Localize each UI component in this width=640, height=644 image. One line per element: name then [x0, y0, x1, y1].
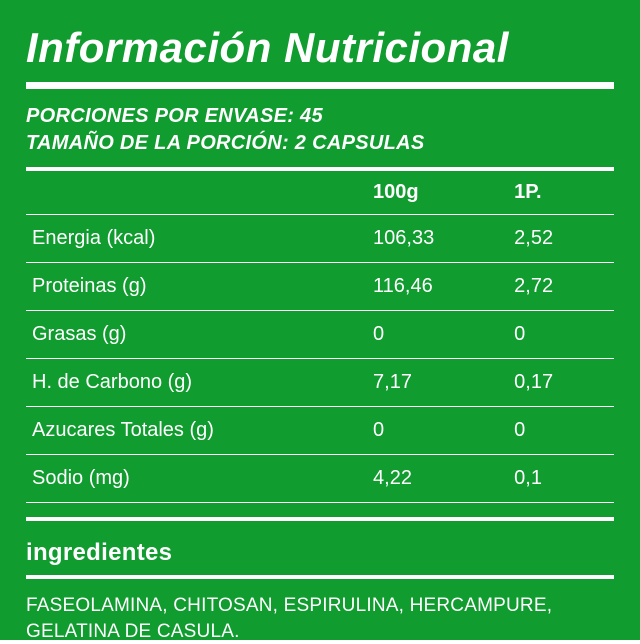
- col-100g-header: 100g: [367, 171, 508, 215]
- nutrient-1p: 0,17: [508, 359, 614, 407]
- nutrient-1p: 0,1: [508, 455, 614, 503]
- ingredients-heading: ingredientes: [26, 539, 614, 567]
- col-name-header: [26, 171, 367, 215]
- ingredients-text: FASEOLAMINA, CHITOSAN, ESPIRULINA, HERCA…: [26, 593, 614, 644]
- serving-line: PORCIONES POR ENVASE: 45: [26, 103, 614, 130]
- nutrient-name: H. de Carbono (g): [26, 359, 367, 407]
- nutrient-100g: 7,17: [367, 359, 508, 407]
- table-row: Grasas (g) 0 0: [26, 311, 614, 359]
- nutrient-100g: 116,46: [367, 263, 508, 311]
- nutrient-name: Azucares Totales (g): [26, 407, 367, 455]
- table-row: H. de Carbono (g) 7,17 0,17: [26, 359, 614, 407]
- ingredients-rule-top: [26, 517, 614, 521]
- nutrient-name: Sodio (mg): [26, 455, 367, 503]
- nutrition-panel: Información Nutricional PORCIONES POR EN…: [0, 0, 640, 640]
- col-1p-header: 1P.: [508, 171, 614, 215]
- nutrient-name: Proteinas (g): [26, 263, 367, 311]
- nutrient-100g: 0: [367, 407, 508, 455]
- panel-title: Información Nutricional: [26, 24, 614, 72]
- nutrition-table: 100g 1P. Energia (kcal) 106,33 2,52 Prot…: [26, 171, 614, 503]
- table-row: Proteinas (g) 116,46 2,72: [26, 263, 614, 311]
- title-rule: [26, 82, 614, 89]
- nutrient-1p: 2,52: [508, 215, 614, 263]
- serving-info: PORCIONES POR ENVASE: 45 TAMAÑO DE LA PO…: [26, 103, 614, 157]
- table-header-row: 100g 1P.: [26, 171, 614, 215]
- nutrient-name: Energia (kcal): [26, 215, 367, 263]
- nutrient-1p: 0: [508, 407, 614, 455]
- nutrient-100g: 4,22: [367, 455, 508, 503]
- serving-line: TAMAÑO DE LA PORCIÓN: 2 CAPSULAS: [26, 130, 614, 157]
- nutrient-1p: 0: [508, 311, 614, 359]
- table-row: Sodio (mg) 4,22 0,1: [26, 455, 614, 503]
- table-row: Azucares Totales (g) 0 0: [26, 407, 614, 455]
- table-row: Energia (kcal) 106,33 2,52: [26, 215, 614, 263]
- nutrient-100g: 106,33: [367, 215, 508, 263]
- nutrient-name: Grasas (g): [26, 311, 367, 359]
- nutrient-100g: 0: [367, 311, 508, 359]
- ingredients-rule-bottom: [26, 575, 614, 579]
- nutrient-1p: 2,72: [508, 263, 614, 311]
